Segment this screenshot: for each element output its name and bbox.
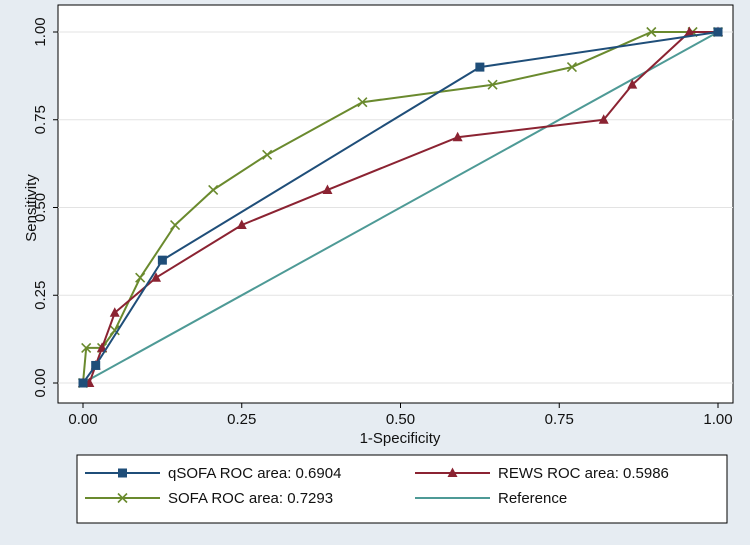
sofa-point [109, 325, 120, 336]
legend-box [76, 454, 728, 524]
y-axis-title: Sensitivity [23, 174, 40, 242]
x-tick-label: 0.75 [545, 411, 574, 428]
rews-point [598, 114, 609, 124]
reference-line [82, 31, 719, 384]
legend-qsofa-marker [118, 468, 127, 478]
qsofa-point [91, 360, 101, 370]
legend-reference-label: Reference [498, 490, 567, 507]
legend-rews-marker [447, 467, 458, 477]
legend: qSOFA ROC area: 0.6904 REWS ROC area: 0.5… [76, 454, 728, 524]
sofa-point [135, 272, 146, 283]
rews-point [97, 342, 108, 352]
sofa-point [357, 97, 368, 108]
sofa-point [262, 149, 273, 160]
sofa-point [566, 62, 578, 73]
rews-point [452, 131, 463, 142]
legend-rews-label: REWS ROC area: 0.5986 [498, 465, 669, 482]
sofa-point [487, 79, 498, 90]
qsofa-point [157, 255, 167, 265]
legend-sofa-label: SOFA ROC area: 0.7293 [168, 490, 333, 507]
legend-qsofa-label: qSOFA ROC area: 0.6904 [168, 465, 341, 482]
qsofa-point [713, 27, 723, 37]
qsofa-point [475, 62, 485, 72]
y-tick-label: 0.50 [32, 193, 49, 222]
sofa-point [208, 184, 219, 196]
x-tick-label: 0.25 [227, 411, 256, 428]
x-axis-title: 1-Specificity [360, 430, 441, 447]
y-tick-label: 0.00 [32, 368, 49, 397]
rews-point [151, 272, 162, 282]
qsofa-point [78, 378, 88, 388]
rews-point [627, 79, 638, 89]
sofa-point [646, 26, 657, 38]
sofa-point [81, 342, 92, 353]
x-tick-label: 0.50 [386, 411, 415, 428]
x-tick-label: 0.00 [68, 411, 97, 428]
y-tick-label: 0.75 [32, 105, 49, 134]
x-tick-label: 1.00 [703, 411, 732, 428]
rews-point [684, 26, 695, 36]
legend-sofa-marker [117, 492, 128, 504]
sofa-point [170, 219, 181, 231]
y-tick-label: 0.25 [32, 281, 49, 310]
rews-point [236, 219, 247, 230]
y-tick-label: 1.00 [32, 17, 49, 46]
rews-point [109, 307, 120, 317]
plot-background [57, 4, 734, 404]
rews-point [322, 184, 333, 194]
plot-area: 0.00 0.25 0.50 0.75 1.00 0.00 0.25 0.50 0.75 1.00 [32, 4, 734, 428]
